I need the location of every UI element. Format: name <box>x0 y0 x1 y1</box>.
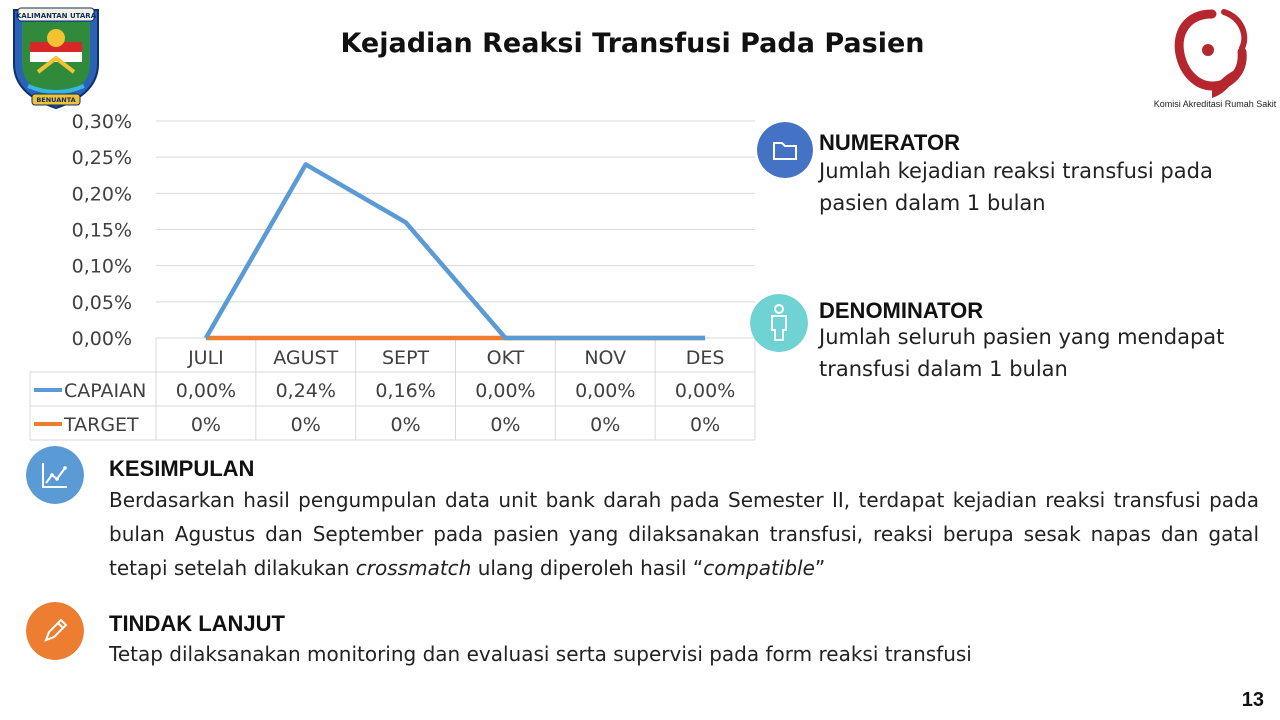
folder-icon <box>757 122 813 178</box>
logo-banner-bottom: BENUANTA <box>36 96 75 104</box>
legend-label: TARGET <box>63 414 139 436</box>
chart-series <box>203 162 706 341</box>
y-tick-label: 0,30% <box>72 111 132 133</box>
page-number: 13 <box>1241 689 1264 711</box>
chart-y-ticks: 0,00% 0,05% 0,10% 0,15% 0,20% 0,25% 0,30% <box>72 111 132 350</box>
y-tick-label: 0,20% <box>72 183 132 205</box>
x-tick-label: JULI <box>187 347 224 369</box>
data-table-cell: 0% <box>291 414 321 436</box>
line-chart: 0,00% 0,05% 0,10% 0,15% 0,20% 0,25% 0,30% JULI… <box>29 111 756 441</box>
data-table-cell: 0,00% <box>475 380 535 402</box>
legend-label: CAPAIAN <box>64 380 146 402</box>
data-table-cell: 0% <box>490 414 520 436</box>
x-tick-label: OKT <box>487 347 525 369</box>
pencil-icon <box>26 602 84 660</box>
x-tick-label: DES <box>686 347 725 369</box>
page-title: Kejadian Reaksi Transfusi Pada Pasien <box>340 28 925 59</box>
kars-caption: Komisi Akreditasi Rumah Sakit <box>1153 99 1277 109</box>
data-table-cell: 0,00% <box>675 380 735 402</box>
data-table-cell: 0% <box>590 414 620 436</box>
y-tick-label: 0,15% <box>72 220 132 242</box>
data-table-cell: 0,00% <box>176 380 236 402</box>
person-icon <box>750 294 808 352</box>
kaltara-emblem-logo: KALIMANTAN UTARA BENUANTA <box>13 7 99 110</box>
data-table-cell: 0,24% <box>276 380 336 402</box>
data-table-cell: 0% <box>391 414 421 436</box>
y-tick-label: 0,00% <box>72 328 132 350</box>
data-table-cell: 0,00% <box>575 380 635 402</box>
logo-banner-top: KALIMANTAN UTARA <box>16 12 97 20</box>
y-tick-label: 0,05% <box>72 292 132 314</box>
y-tick-label: 0,10% <box>72 256 132 278</box>
numerator-heading: NUMERATOR <box>819 130 960 155</box>
y-tick-label: 0,25% <box>72 147 132 169</box>
data-table-cell: 0% <box>690 414 720 436</box>
tindak-lanjut-body: Tetap dilaksanakan monitoring dan evalua… <box>109 642 972 666</box>
chart-icon <box>26 446 84 504</box>
x-tick-label: AGUST <box>273 347 338 369</box>
series-line-capaian <box>203 162 706 341</box>
kesimpulan-body: Berdasarkan hasil pengumpulan data unit … <box>109 488 1259 580</box>
chart-gridlines <box>156 120 755 339</box>
denominator-body: Jumlah seluruh pasien yang mendapat tran… <box>819 325 1225 381</box>
kars-logo <box>1174 9 1248 98</box>
tindak-lanjut-heading: TINDAK LANJUT <box>109 611 285 636</box>
x-tick-label: NOV <box>584 347 626 369</box>
numerator-body: Jumlah kejadian reaksi transfusi pada pa… <box>819 159 1213 215</box>
denominator-heading: DENOMINATOR <box>819 298 984 323</box>
x-tick-label: SEPT <box>382 347 430 369</box>
kesimpulan-heading: KESIMPULAN <box>109 456 255 481</box>
chart-data-table: JULI AGUST SEPT OKT NOV DES CAPAIAN 0,00% 0,24% 0… <box>29 337 756 441</box>
data-table-cell: 0% <box>191 414 221 436</box>
data-table-cell: 0,16% <box>375 380 435 402</box>
